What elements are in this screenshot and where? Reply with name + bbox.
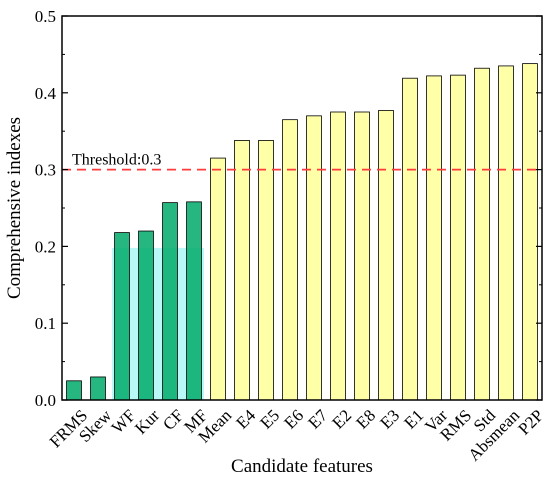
bar-e6 — [282, 119, 298, 401]
bar-p2p — [522, 63, 538, 401]
bar-std — [474, 67, 490, 401]
y-tick-label: 0.4 — [35, 84, 57, 103]
threshold-label: Threshold:0.3 — [72, 152, 161, 169]
bar-e4 — [234, 140, 250, 401]
x-axis-title: Candidate features — [231, 456, 373, 477]
y-axis-title: Comprehensive indexes — [4, 117, 25, 299]
x-tick-label: P2P — [514, 406, 547, 439]
bar-e7 — [306, 115, 322, 401]
bar-wf — [114, 232, 130, 401]
y-tick-label: 0.5 — [35, 7, 56, 26]
y-tick-label: 0.1 — [35, 314, 56, 333]
y-tick-label: 0.2 — [35, 237, 56, 256]
bar-kur — [138, 230, 154, 401]
bar-skew — [90, 376, 106, 401]
bar-e1 — [402, 77, 418, 401]
bar-cf — [162, 202, 178, 401]
bars-layer — [66, 63, 538, 401]
x-tick-label: Kur — [131, 406, 163, 438]
y-ticks: 0.0 0.1 0.2 0.3 0.4 0.5 — [35, 7, 542, 410]
bar-mean — [210, 157, 226, 401]
bar-var — [426, 75, 442, 401]
y-tick-label: 0.0 — [35, 391, 56, 410]
bar-e5 — [258, 140, 274, 401]
bar-absmean — [498, 65, 514, 401]
bar-rms — [450, 74, 466, 401]
bar-e8 — [354, 111, 370, 401]
bar-e3 — [378, 110, 394, 401]
bar-e2 — [330, 111, 346, 401]
bar-frms — [66, 380, 82, 401]
y-tick-label: 0.3 — [35, 161, 56, 180]
threshold-layer: Threshold:0.3 — [62, 152, 542, 171]
bar-mf — [186, 201, 202, 401]
